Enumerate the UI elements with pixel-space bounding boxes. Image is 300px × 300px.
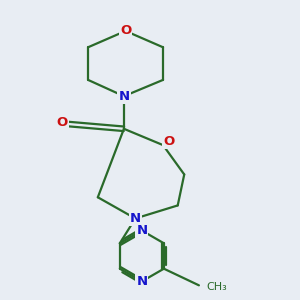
Text: O: O: [120, 25, 131, 38]
Text: N: N: [136, 275, 147, 288]
Text: N: N: [136, 224, 147, 237]
Text: O: O: [56, 116, 68, 129]
Text: N: N: [130, 212, 141, 225]
Text: CH₃: CH₃: [206, 282, 227, 292]
Text: O: O: [163, 135, 175, 148]
Text: N: N: [118, 90, 130, 103]
